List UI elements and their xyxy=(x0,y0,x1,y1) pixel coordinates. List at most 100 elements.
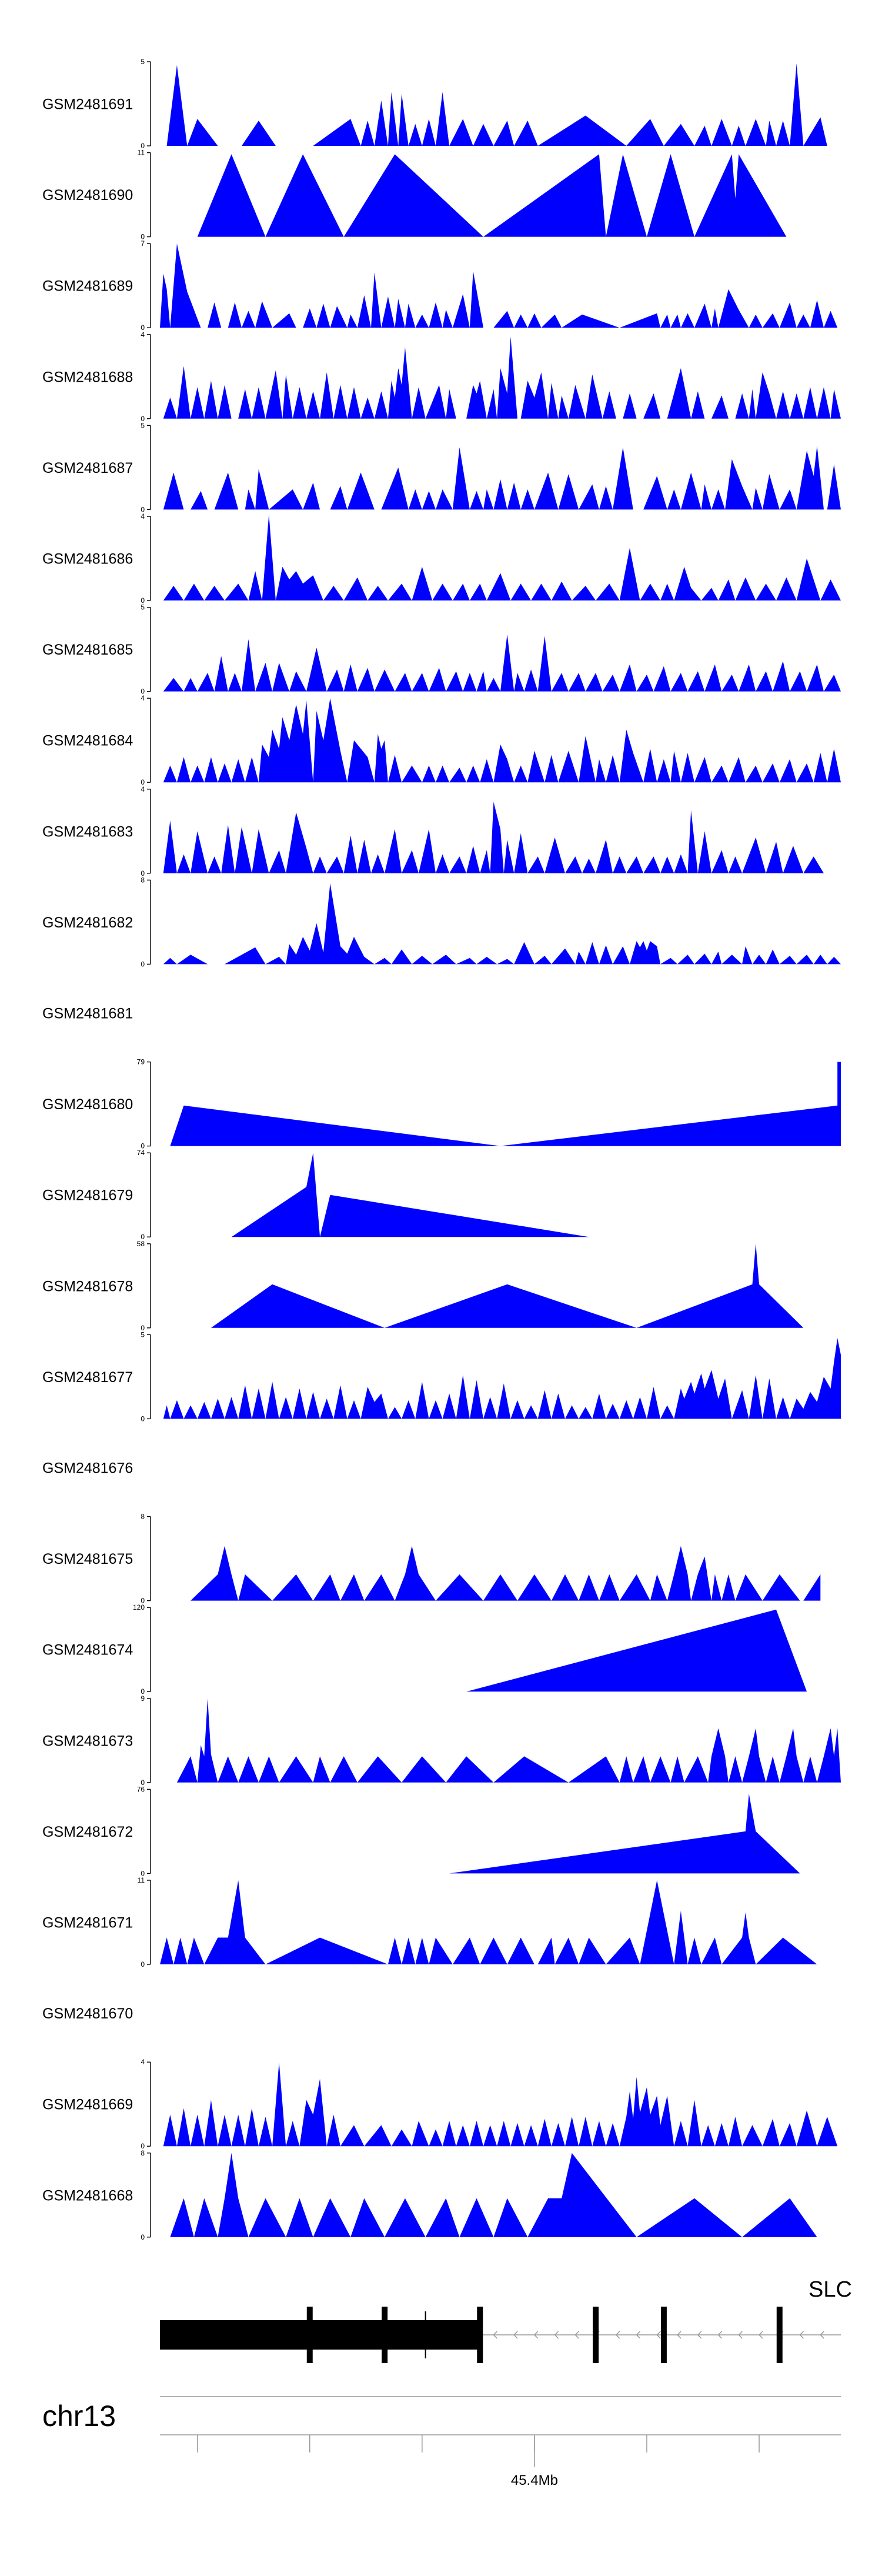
y-tick-min-label: 0 xyxy=(141,1869,145,1877)
coverage-area xyxy=(163,336,841,419)
track-label: GSM2481690 xyxy=(42,187,133,203)
coverage-area xyxy=(166,63,827,146)
track-label: GSM2481680 xyxy=(42,1096,133,1113)
y-tick-max-label: 7 xyxy=(141,239,145,248)
y-tick-max-label: 4 xyxy=(141,331,145,339)
track-label: GSM2481688 xyxy=(42,369,133,385)
track-label: GSM2481668 xyxy=(42,2187,133,2204)
exon-mark xyxy=(660,2307,667,2363)
coverage-area xyxy=(160,1880,817,1964)
track-label: GSM2481669 xyxy=(42,2097,133,2113)
track-GSM2481677: GSM2481677 5 0 xyxy=(42,1330,841,1423)
track-GSM2481691: GSM2481691 5 0 xyxy=(42,58,827,150)
y-tick-max-label: 4 xyxy=(141,785,145,793)
y-tick-max-label: 8 xyxy=(141,2149,145,2157)
track-label: GSM2481679 xyxy=(42,1187,133,1204)
track-label: GSM2481677 xyxy=(42,1369,133,1386)
coverage-area xyxy=(191,1546,821,1601)
strand-arrow xyxy=(758,2331,763,2339)
y-tick-min-label: 0 xyxy=(141,505,145,513)
y-tick-min-label: 0 xyxy=(141,233,145,241)
coverage-tracks: GSM248169150GSM2481690110GSM248168970GSM… xyxy=(42,58,841,2241)
strand-arrow xyxy=(533,2331,539,2339)
y-tick-min-label: 0 xyxy=(141,1597,145,1605)
coverage-area xyxy=(170,1062,841,1146)
y-tick-max-label: 4 xyxy=(141,694,145,702)
track-GSM2481670: GSM2481670 xyxy=(42,2006,133,2022)
coverage-area xyxy=(163,802,824,873)
y-tick-min-label: 0 xyxy=(141,2233,145,2241)
track-GSM2481674: GSM2481674 120 0 xyxy=(42,1603,807,1696)
track-GSM2481668: GSM2481668 8 0 xyxy=(42,2149,817,2241)
strand-arrow xyxy=(738,2331,743,2339)
coverage-area xyxy=(231,1153,589,1237)
track-label: GSM2481681 xyxy=(42,1006,133,1022)
chromosome-label: chr13 xyxy=(42,2400,116,2432)
strand-arrow xyxy=(636,2331,641,2339)
track-GSM2481679: GSM2481679 74 0 xyxy=(42,1149,589,1241)
track-GSM2481682: GSM2481682 8 0 xyxy=(42,876,841,968)
y-tick-max-label: 4 xyxy=(141,512,145,520)
track-label: GSM2481683 xyxy=(42,823,133,840)
strand-arrow xyxy=(717,2331,723,2339)
y-tick-min-label: 0 xyxy=(141,688,145,696)
track-GSM2481689: GSM2481689 7 0 xyxy=(42,239,838,332)
track-label: GSM2481685 xyxy=(42,642,133,658)
y-tick-max-label: 8 xyxy=(141,876,145,884)
coverage-area xyxy=(211,1243,804,1328)
y-tick-min-label: 0 xyxy=(141,1142,145,1150)
coverage-area xyxy=(163,698,841,783)
exon-mark xyxy=(776,2307,783,2363)
track-GSM2481672: GSM2481672 76 0 xyxy=(42,1785,800,1877)
strand-arrow xyxy=(574,2331,579,2339)
track-label: GSM2481686 xyxy=(42,551,133,568)
track-GSM2481675: GSM2481675 8 0 xyxy=(42,1513,821,1605)
track-GSM2481671: GSM2481671 11 0 xyxy=(42,1876,817,1968)
y-tick-max-label: 76 xyxy=(137,1785,145,1793)
chromosome-axis: chr13 45.4Mb xyxy=(42,2396,841,2488)
strand-arrow xyxy=(615,2331,620,2339)
track-GSM2481690: GSM2481690 11 0 xyxy=(42,149,787,241)
track-GSM2481684: GSM2481684 4 0 xyxy=(42,694,841,786)
exon-mark xyxy=(306,2307,313,2363)
coverage-area xyxy=(163,883,841,965)
exon-mark xyxy=(477,2307,483,2363)
coverage-area xyxy=(449,1793,800,1874)
track-label: GSM2481674 xyxy=(42,1642,133,1659)
coverage-area xyxy=(170,2153,817,2237)
track-label: GSM2481687 xyxy=(42,460,133,476)
y-tick-min-label: 0 xyxy=(141,415,145,423)
track-GSM2481669: GSM2481669 4 0 xyxy=(42,2058,838,2150)
track-GSM2481676: GSM2481676 xyxy=(42,1460,133,1477)
y-tick-max-label: 58 xyxy=(137,1240,145,1248)
y-tick-min-label: 0 xyxy=(141,323,145,332)
track-GSM2481681: GSM2481681 xyxy=(42,1006,133,1022)
strand-arrow xyxy=(513,2331,518,2339)
track-GSM2481686: GSM2481686 4 0 xyxy=(42,512,841,605)
y-tick-min-label: 0 xyxy=(141,1324,145,1332)
coverage-area xyxy=(163,1338,841,1419)
track-GSM2481680: GSM2481680 79 0 xyxy=(42,1058,841,1150)
track-label: GSM2481689 xyxy=(42,278,133,295)
coding-block xyxy=(160,2320,480,2350)
coverage-area xyxy=(176,1698,841,1783)
exon-mark xyxy=(593,2307,599,2363)
y-tick-min-label: 0 xyxy=(141,1687,145,1696)
track-label: GSM2481675 xyxy=(42,1551,133,1567)
track-label: GSM2481671 xyxy=(42,1915,133,1931)
strand-arrow xyxy=(799,2331,804,2339)
strand-arrow xyxy=(493,2331,497,2339)
coverage-area xyxy=(163,514,841,600)
y-tick-min-label: 0 xyxy=(141,1778,145,1787)
y-tick-max-label: 4 xyxy=(141,2058,145,2066)
y-tick-min-label: 0 xyxy=(141,1233,145,1241)
y-tick-max-label: 9 xyxy=(141,1694,145,1703)
track-GSM2481685: GSM2481685 5 0 xyxy=(42,603,841,696)
strand-arrow xyxy=(697,2331,702,2339)
y-tick-max-label: 11 xyxy=(138,1876,145,1884)
y-tick-max-label: 8 xyxy=(141,1513,145,1521)
strand-arrow xyxy=(656,2331,661,2339)
y-tick-min-label: 0 xyxy=(141,596,145,605)
coverage-area xyxy=(163,634,841,692)
